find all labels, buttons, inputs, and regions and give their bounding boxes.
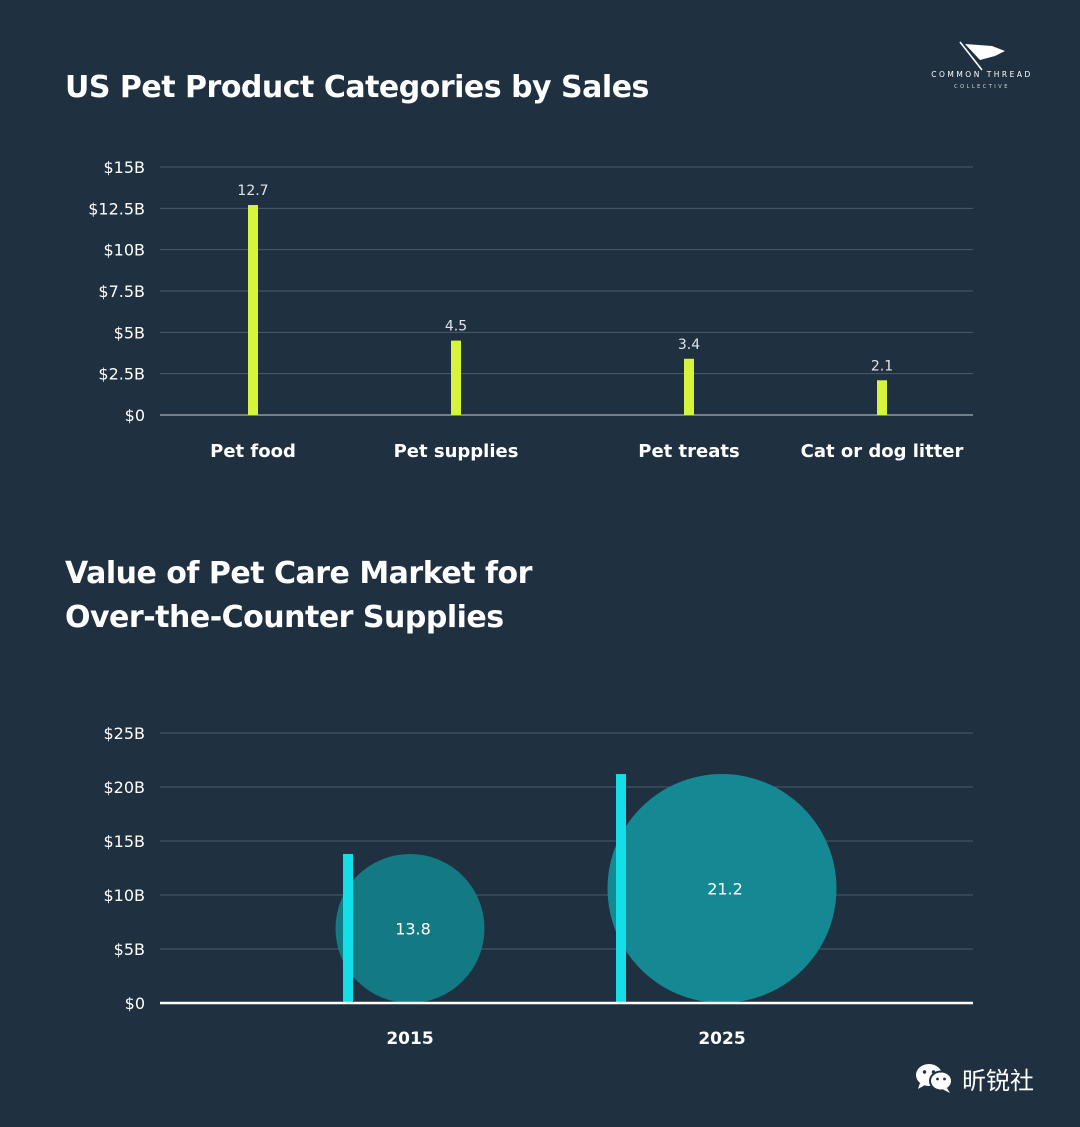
- logo-sub-text: COLLECTIVE: [954, 84, 1010, 90]
- chart-title-pet-care-market: Value of Pet Care Market for Over-the-Co…: [65, 556, 532, 635]
- y-tick-label: $15B: [103, 158, 145, 177]
- wechat-watermark: 昕锐社: [914, 1058, 1034, 1098]
- data-label: 13.8: [395, 919, 431, 938]
- wechat-icon: [916, 1064, 953, 1093]
- y-tick-label: $5B: [114, 323, 145, 342]
- data-label: 4.5: [445, 319, 467, 335]
- bar: [616, 774, 626, 1003]
- bar: [343, 853, 353, 1003]
- x-tick-label: Pet supplies: [394, 441, 519, 462]
- logo-brand-text: COMMON THREAD: [931, 70, 1033, 79]
- y-tick-label: $2.5B: [98, 365, 145, 384]
- data-label: 3.4: [678, 337, 700, 353]
- bubble: [607, 774, 837, 1003]
- pet-product-sales-chart: $0 $2.5B $5B $7.5B $10B $12.5B $15B 12.7 Pet foo…: [88, 158, 973, 462]
- y-tick-label: $0: [125, 994, 145, 1013]
- watermark-text: 昕锐社: [962, 1066, 1034, 1095]
- data-label: 2.1: [871, 358, 893, 374]
- bar: [451, 340, 461, 415]
- y-tick-label: $7.5B: [98, 282, 145, 301]
- y-tick-label: $25B: [103, 724, 145, 743]
- x-tick-label: Pet treats: [638, 441, 739, 462]
- pet-care-market-chart: $0 $5B $10B $15B $20B $25B 13.8 2015 21.2 2025: [103, 724, 973, 1049]
- x-tick-label: 2025: [698, 1029, 745, 1049]
- y-tick-label: $20B: [103, 778, 145, 797]
- y-tick-label: $12.5B: [88, 199, 145, 218]
- bubble: [335, 853, 485, 1003]
- data-label: 21.2: [707, 880, 743, 899]
- x-tick-label: Cat or dog litter: [801, 441, 964, 462]
- common-thread-logo: COMMON THREAD COLLECTIVE: [922, 40, 1042, 100]
- bar: [877, 380, 887, 415]
- data-label: 12.7: [237, 183, 268, 199]
- x-tick-label: 2015: [386, 1029, 433, 1049]
- bar: [684, 358, 694, 415]
- flag-icon: [959, 41, 1005, 71]
- bar: [248, 205, 258, 415]
- y-tick-label: $0: [125, 406, 145, 425]
- y-tick-label: $15B: [103, 832, 145, 851]
- y-tick-label: $10B: [103, 241, 145, 260]
- chart-title-pet-product-categories: US Pet Product Categories by Sales: [65, 70, 649, 105]
- y-tick-label: $5B: [114, 940, 145, 959]
- y-tick-label: $10B: [103, 886, 145, 905]
- x-tick-label: Pet food: [210, 441, 296, 462]
